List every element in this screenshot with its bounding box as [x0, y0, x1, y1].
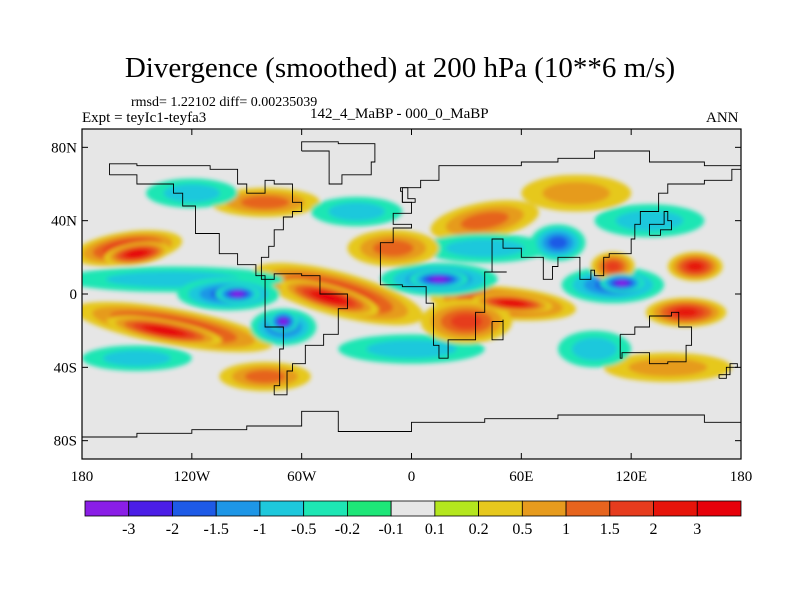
contour-fills — [82, 174, 732, 392]
contour-region-30-3 — [605, 261, 621, 272]
coastline-north-america — [109, 163, 303, 280]
colorbar-box — [215, 500, 261, 517]
contour-region-25-4 — [674, 308, 698, 317]
contour-region-6-2 — [460, 211, 509, 230]
x-tick-label: 60E — [509, 469, 533, 485]
coastlines — [82, 141, 741, 438]
contour-region-15-2 — [372, 240, 414, 257]
colorbar-box — [434, 500, 480, 517]
contour-region-31-5 — [431, 277, 447, 282]
contour-region-4-1 — [366, 339, 457, 359]
contour-region-28-5 — [502, 300, 522, 306]
x-tick-label: 120E — [615, 469, 647, 485]
colorbar-box — [259, 500, 305, 517]
contour-region-17-1 — [103, 350, 171, 367]
colorbar-label: 0.2 — [469, 521, 489, 538]
contour-region-18-2 — [244, 369, 286, 384]
x-tick-label: 180 — [730, 469, 753, 485]
x-tick-label: 120W — [173, 469, 211, 485]
contour-region-5-3 — [450, 313, 483, 330]
coastline-japan — [649, 211, 672, 236]
y-tick-label: 0 — [70, 287, 78, 303]
season-label: ANN — [706, 110, 739, 126]
y-axis: 80N 40N 0 40S 80S — [51, 140, 741, 450]
contour-region-16-2 — [240, 195, 290, 209]
y-tick-label: 40S — [54, 360, 77, 376]
colorbar-label: 0.5 — [512, 521, 532, 538]
colorbar-label: -1 — [253, 521, 266, 538]
coastline-madagascar — [491, 319, 504, 341]
colorbar-box — [172, 500, 217, 517]
colorbar-label: 3 — [693, 521, 701, 538]
coastline-australia — [619, 311, 693, 365]
contour-region-11-1 — [445, 239, 525, 258]
x-tick-label: 180 — [71, 469, 94, 485]
colorbar-label: -3 — [122, 521, 135, 538]
colorbar-label: 0.1 — [425, 521, 445, 538]
colorbar-box — [128, 500, 173, 517]
coastline-south-america — [264, 273, 348, 396]
colorbar-box — [390, 500, 436, 517]
colorbar-label: 1 — [562, 521, 570, 538]
contour-region-26-3 — [548, 236, 568, 250]
contour-region-19-1 — [328, 202, 385, 221]
chart-title: Divergence (smoothed) at 200 hPa (10**6 … — [124, 52, 676, 84]
colorbar-label: -0.5 — [291, 521, 316, 538]
colorbar-label: 2 — [650, 521, 658, 538]
contour-region-29-5 — [128, 250, 145, 257]
contour-region-32-5 — [232, 291, 243, 297]
x-axis: 180 120W 60W 0 60E 120E 180 — [71, 129, 753, 485]
contour-region-9-1 — [628, 358, 708, 377]
colorbar-box — [653, 500, 698, 517]
coastline-uk — [400, 187, 416, 203]
colorbar-box — [346, 500, 392, 517]
colorbar: -3 -2 -1.5 -1 -0.5 -0.2 -0.1 0.1 0.2 0.5 1 1.5 2 3 — [84, 500, 742, 538]
colorbar-box — [696, 500, 742, 517]
coastline-antarctica — [82, 410, 741, 438]
stats-line: rmsd= 1.22102 diff= 0.00235039 — [131, 95, 318, 110]
colorbar-box — [303, 500, 348, 517]
contour-region-22-5 — [317, 293, 342, 303]
y-tick-label: 80N — [51, 140, 77, 156]
colorbar-box — [609, 500, 654, 517]
colorbar-box — [521, 500, 567, 517]
colorbar-label: -1.5 — [204, 521, 229, 538]
coastline-africa-eurasia — [379, 150, 741, 359]
periods-label: 142_4_MaBP - 000_0_MaBP — [310, 106, 489, 122]
colorbar-box — [478, 500, 523, 517]
coastline-greenland — [301, 141, 376, 185]
experiment-label: Expt = teyIc1-teyfa3 — [82, 110, 207, 126]
contour-region-7-1 — [542, 181, 611, 205]
contour-region-21-1 — [572, 337, 618, 361]
contour-region-13-1 — [615, 210, 684, 231]
contour-region-23-5 — [150, 327, 179, 335]
x-tick-label: 60W — [287, 469, 317, 485]
y-tick-label: 40N — [51, 214, 77, 230]
y-tick-label: 80S — [54, 434, 77, 450]
contour-region-33-5 — [616, 280, 628, 286]
x-tick-label: 0 — [408, 469, 416, 485]
colorbar-box — [565, 500, 611, 517]
colorbar-label: -2 — [166, 521, 179, 538]
contour-region-27-4 — [687, 262, 704, 271]
colorbar-box — [84, 500, 130, 517]
contour-region-34-5 — [279, 318, 287, 325]
colorbar-label: -0.1 — [378, 521, 403, 538]
contour-region-20-1 — [163, 184, 220, 203]
coastline-new-zealand — [718, 363, 738, 379]
colorbar-label: -0.2 — [335, 521, 360, 538]
colorbar-label: 1.5 — [600, 521, 620, 538]
